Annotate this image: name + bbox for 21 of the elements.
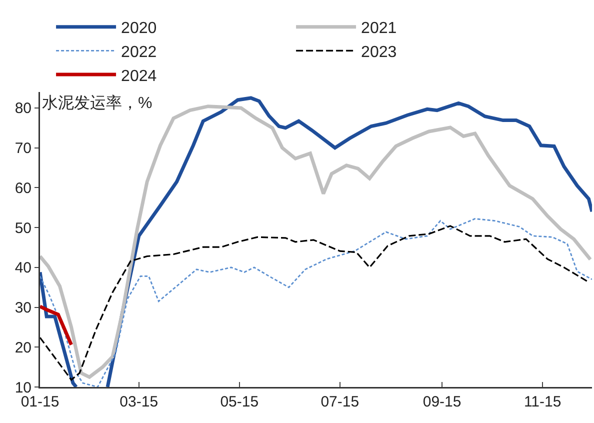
y-tick-label: 60 [14, 180, 32, 197]
legend-label: 2020 [121, 20, 157, 38]
y-tick-label: 40 [14, 260, 32, 277]
x-tick-label: 03-15 [120, 394, 158, 410]
y-tick-label: 30 [14, 300, 32, 317]
x-tick-label: 07-15 [320, 394, 360, 410]
legend-label: 2023 [361, 44, 397, 61]
legend-label: 2021 [361, 20, 397, 38]
y-tick-label: 70 [14, 140, 32, 158]
y-tick-label: 20 [14, 339, 32, 356]
legend-label: 2022 [121, 44, 157, 61]
x-tick-label: 01-15 [20, 394, 60, 410]
y-tick-label: 50 [14, 220, 32, 237]
y-tick-label: 10 [14, 379, 32, 396]
y-tick-label: 80 [14, 100, 32, 118]
x-tick-label: 09-15 [422, 394, 462, 410]
x-tick-label: 05-15 [220, 394, 259, 410]
x-tick-label: 11-15 [524, 394, 562, 410]
legend-label: 2024 [121, 68, 157, 85]
y-axis-title: 水泥发运率，% [42, 94, 152, 112]
line-series [40, 304, 74, 346]
